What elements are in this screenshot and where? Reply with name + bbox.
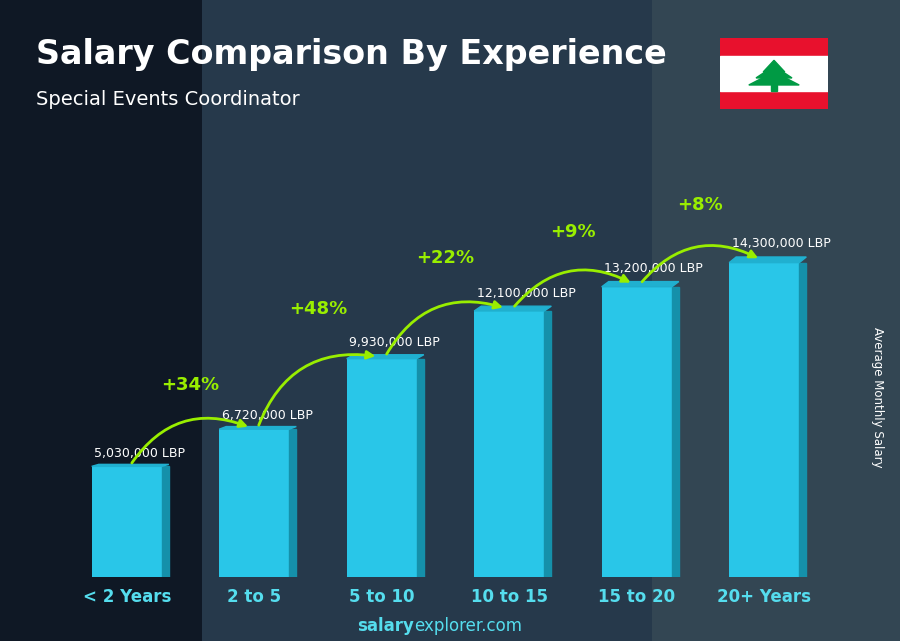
Polygon shape (289, 429, 296, 577)
Text: +34%: +34% (161, 376, 220, 394)
Bar (729, 263, 799, 577)
Bar (346, 359, 417, 577)
Polygon shape (92, 464, 169, 467)
Polygon shape (162, 467, 169, 577)
Text: 13,200,000 LBP: 13,200,000 LBP (604, 262, 703, 275)
Polygon shape (756, 66, 792, 78)
Text: Average Monthly Salary: Average Monthly Salary (871, 327, 884, 468)
Text: salary: salary (357, 617, 414, 635)
Bar (720, 38, 828, 56)
Bar (771, 85, 777, 91)
Text: +8%: +8% (678, 196, 724, 214)
Polygon shape (729, 257, 806, 263)
Text: +9%: +9% (550, 222, 596, 240)
Text: +48%: +48% (289, 300, 347, 318)
Polygon shape (417, 359, 424, 577)
Polygon shape (346, 354, 424, 359)
Polygon shape (602, 281, 679, 287)
Text: 12,100,000 LBP: 12,100,000 LBP (477, 287, 575, 300)
Text: 6,720,000 LBP: 6,720,000 LBP (221, 409, 312, 422)
Polygon shape (220, 426, 296, 429)
Polygon shape (763, 60, 785, 72)
Polygon shape (474, 306, 552, 311)
Text: explorer.com: explorer.com (414, 617, 522, 635)
Text: 5,030,000 LBP: 5,030,000 LBP (94, 447, 185, 460)
Bar (474, 311, 544, 577)
Polygon shape (544, 311, 552, 577)
Text: Salary Comparison By Experience: Salary Comparison By Experience (36, 38, 667, 71)
Bar (92, 467, 162, 577)
Polygon shape (749, 72, 799, 85)
Bar (720, 56, 828, 91)
Bar (720, 91, 828, 109)
Bar (220, 429, 289, 577)
Bar (602, 287, 671, 577)
Polygon shape (799, 263, 806, 577)
Polygon shape (671, 287, 679, 577)
Text: 9,930,000 LBP: 9,930,000 LBP (349, 336, 440, 349)
Text: +22%: +22% (417, 249, 474, 267)
Text: Special Events Coordinator: Special Events Coordinator (36, 90, 300, 109)
Text: 14,300,000 LBP: 14,300,000 LBP (732, 237, 831, 250)
